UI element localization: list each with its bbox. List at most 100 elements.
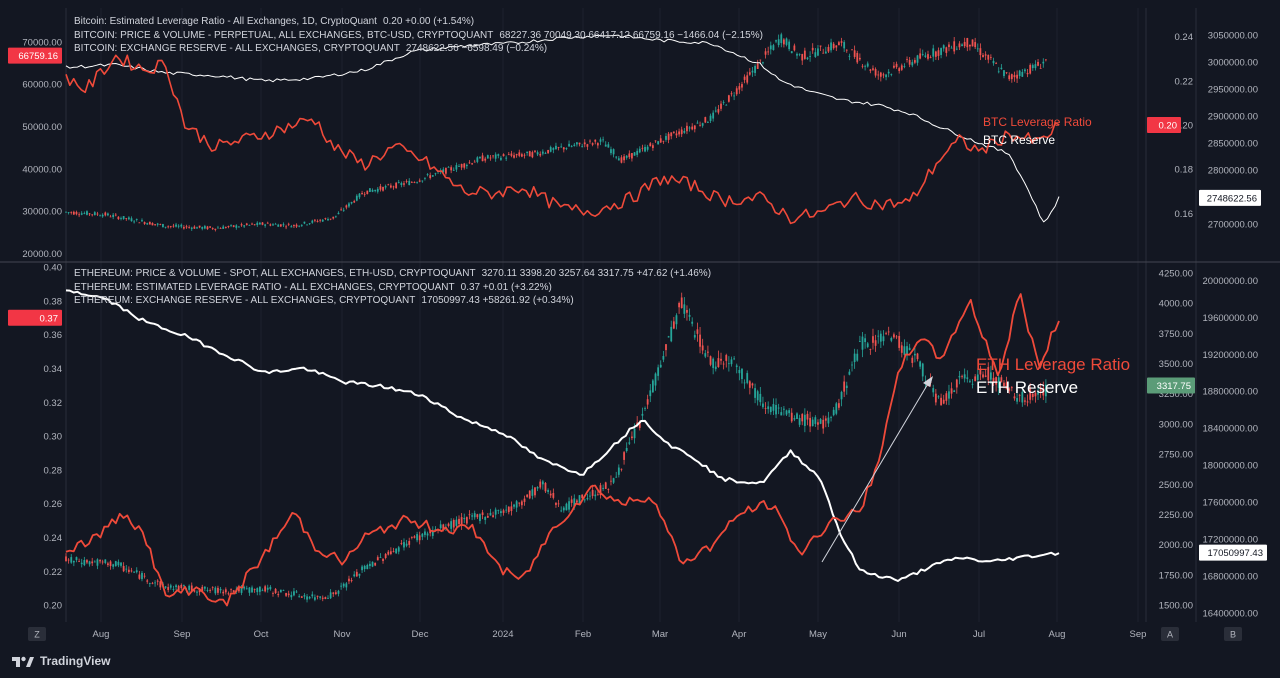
eth-reserve-line[interactable] <box>65 289 1060 582</box>
btc-price-candle <box>1042 61 1045 64</box>
btc-price-candle <box>1037 61 1039 66</box>
eth-price-candle <box>403 542 405 548</box>
btc-price-candle <box>581 146 584 148</box>
eth-price-candle <box>824 418 827 421</box>
eth-price-candle <box>843 381 846 392</box>
btc-legend-row-0[interactable]: Bitcoin: Estimated Leverage Ratio - All … <box>74 15 763 29</box>
legend-values: 3270.11 3398.20 3257.64 3317.75 +47.62 (… <box>481 268 712 279</box>
btc-legend-row-1[interactable]: BITCOIN: PRICE & VOLUME - PERPETUAL, ALL… <box>74 29 763 43</box>
eth-price-candle <box>725 355 728 361</box>
eth-price-candle <box>382 558 384 561</box>
eth-price-candle <box>775 404 777 415</box>
eth-price-candle <box>984 375 987 377</box>
eth-price-candle <box>224 589 227 593</box>
btc-price-candle <box>756 63 759 69</box>
eth-reserve-axis-tick-label: 18800000.00 <box>1203 387 1258 398</box>
btc-price-candle <box>183 227 185 229</box>
btc-price-candle <box>348 203 350 207</box>
btc-price-candle <box>607 144 610 148</box>
eth-price-candle <box>693 335 696 338</box>
btc-price-candle <box>481 155 484 162</box>
eth-price-candle <box>662 355 665 360</box>
btc-price-candle <box>217 227 219 229</box>
eth-price-candle <box>644 407 646 409</box>
eth-price-candle <box>976 374 979 380</box>
eth-leverage-line[interactable] <box>65 293 1060 607</box>
eth-price-candle <box>266 587 269 590</box>
btc-price-candle <box>971 39 974 47</box>
btc-price-candle <box>793 45 796 51</box>
eth-price-candle <box>950 388 953 394</box>
log-scale-button[interactable] <box>1224 627 1242 641</box>
btc-leverage-last-tag[interactable] <box>1147 117 1181 134</box>
eth-price-candle <box>198 588 201 593</box>
eth-price-candle <box>154 582 156 584</box>
btc-price-candle <box>1026 72 1029 75</box>
eth-price-axis-tick-label: 3750.00 <box>1159 329 1193 340</box>
btc-price-candle <box>966 38 969 48</box>
eth-price-candle <box>958 376 961 378</box>
btc-price-candle <box>392 186 395 188</box>
btc-reserve-line[interactable] <box>65 34 1060 223</box>
btc-price-candle <box>811 47 814 51</box>
time-axis-label: Sep <box>1130 629 1147 640</box>
btc-price-candle <box>906 59 908 60</box>
btc-price-candle <box>633 152 636 156</box>
btc-price-candle <box>350 202 353 204</box>
eth-price-candle <box>1037 391 1039 395</box>
eth-price-candle <box>911 357 914 363</box>
eth-price-candle <box>494 509 497 515</box>
tradingview-brand[interactable]: TradingView <box>12 654 110 668</box>
eth-price-candle <box>274 588 277 594</box>
btc-price-candle <box>1018 70 1021 76</box>
eth-legend-row-1[interactable]: ETHEREUM: ESTIMATED LEVERAGE RATIO - ALL… <box>74 281 711 295</box>
eth-leverage-last-tag[interactable] <box>8 309 62 326</box>
btc-price-candle <box>775 40 777 42</box>
btc-price-candle <box>264 224 267 226</box>
btc-price-candle <box>193 226 196 229</box>
btc-price-candle <box>376 188 379 192</box>
btc-legend-row-2[interactable]: BITCOIN: EXCHANGE RESERVE - ALL EXCHANGE… <box>74 42 763 56</box>
eth-legend-row-0[interactable]: ETHEREUM: PRICE & VOLUME - SPOT, ALL EXC… <box>74 267 711 281</box>
eth-price-candle <box>329 592 332 599</box>
btc-price-candle <box>806 57 809 60</box>
trend-arrow-line[interactable] <box>821 381 930 563</box>
btc-leverage-line[interactable] <box>65 54 1060 225</box>
eth-price-candle <box>727 363 730 365</box>
eth-price-candle <box>513 504 515 507</box>
eth-leverage-annotation: ETH Leverage Ratio <box>976 355 1130 374</box>
btc-price-candle <box>979 48 982 56</box>
btc-price-candle <box>814 52 817 57</box>
eth-price-candle <box>733 358 736 360</box>
eth-price-candle <box>479 514 481 521</box>
eth-price-candle <box>279 589 282 593</box>
btc-price-candle <box>974 42 977 48</box>
eth-price-candle <box>633 428 636 439</box>
btc-price-candle <box>874 69 877 76</box>
btc-price-candle <box>916 55 919 63</box>
btc-price-candle <box>712 112 715 119</box>
btc-reserve-last-tag[interactable] <box>1199 189 1261 206</box>
eth-price-candle <box>701 345 704 351</box>
btc-price-candle <box>332 216 335 219</box>
eth-price-candle <box>641 413 644 416</box>
eth-price-candle <box>465 517 468 524</box>
eth-price-candle <box>1029 388 1032 400</box>
eth-price-candle <box>442 524 445 531</box>
btc-price-last-tag[interactable] <box>8 47 62 64</box>
btc-price-candle <box>869 69 872 71</box>
btc-price-candle <box>782 39 785 45</box>
eth-price-candle <box>612 478 615 483</box>
btc-price-candle <box>631 153 633 159</box>
btc-price-candle <box>334 215 337 217</box>
zoom-reset-button[interactable] <box>28 627 46 641</box>
eth-price-candle <box>203 586 206 589</box>
btc-price-candle <box>476 157 479 162</box>
eth-legend-row-2[interactable]: ETHEREUM: EXCHANGE RESERVE - ALL EXCHANG… <box>74 294 711 308</box>
eth-reserve-last-tag[interactable] <box>1199 544 1267 561</box>
eth-price-candle <box>122 565 125 572</box>
auto-scale-button[interactable] <box>1161 627 1179 641</box>
eth-price-last-tag[interactable] <box>1147 377 1195 394</box>
btc-price-candle <box>203 226 206 229</box>
